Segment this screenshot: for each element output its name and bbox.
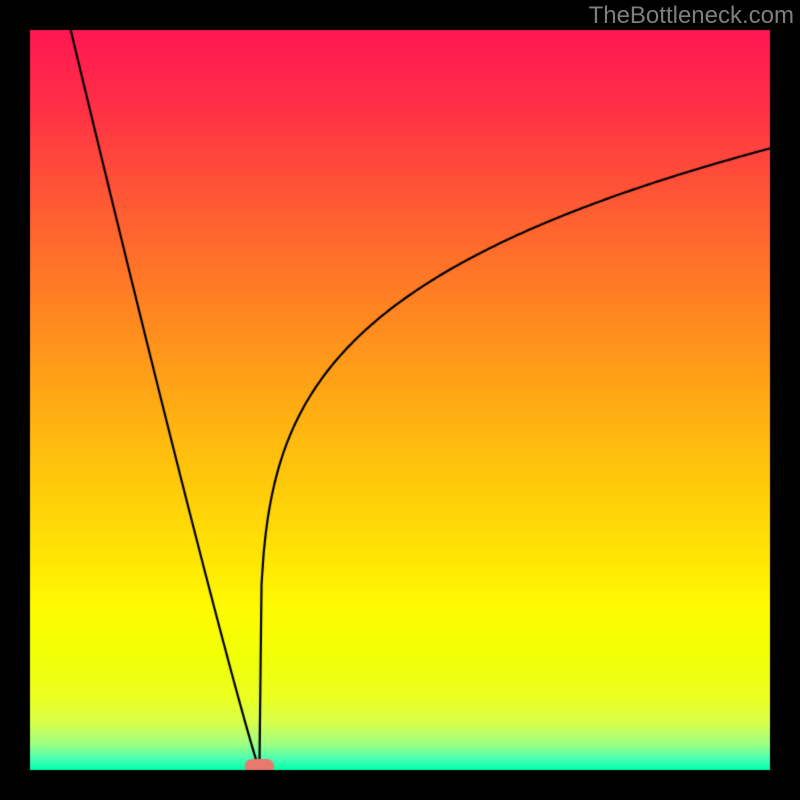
watermark-text: TheBottleneck.com bbox=[589, 2, 794, 30]
chart-container: TheBottleneck.com bbox=[0, 0, 800, 800]
bottleneck-chart-canvas bbox=[0, 0, 800, 800]
